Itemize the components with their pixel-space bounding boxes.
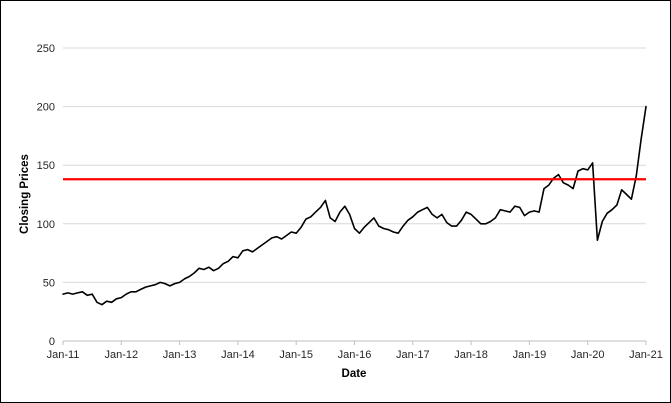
y-tick-label: 250 [37,43,55,55]
y-tick-label: 0 [49,336,55,348]
x-tick-label: Jan-21 [629,349,663,361]
closing-prices-series-line [62,105,647,306]
x-tick-label: Jan-19 [513,349,547,361]
x-tick-label: Jan-20 [571,349,605,361]
x-tick-label: Jan-17 [396,349,430,361]
y-tick-label: 150 [37,160,55,172]
x-tick-label: Jan-14 [221,349,255,361]
x-tick-label: Jan-13 [163,349,197,361]
x-tick-label: Jan-15 [279,349,313,361]
y-axis-title: Closing Prices [19,154,31,234]
x-tick-label: Jan-18 [454,349,488,361]
x-axis-title: Date [341,368,367,380]
y-tick-label: 50 [43,277,55,289]
y-tick-label: 200 [37,102,55,114]
y-tick-label: 100 [37,219,55,231]
x-tick-label: Jan-16 [338,349,372,361]
x-tick-label: Jan-12 [104,349,138,361]
x-tick-label: Jan-11 [47,349,80,361]
